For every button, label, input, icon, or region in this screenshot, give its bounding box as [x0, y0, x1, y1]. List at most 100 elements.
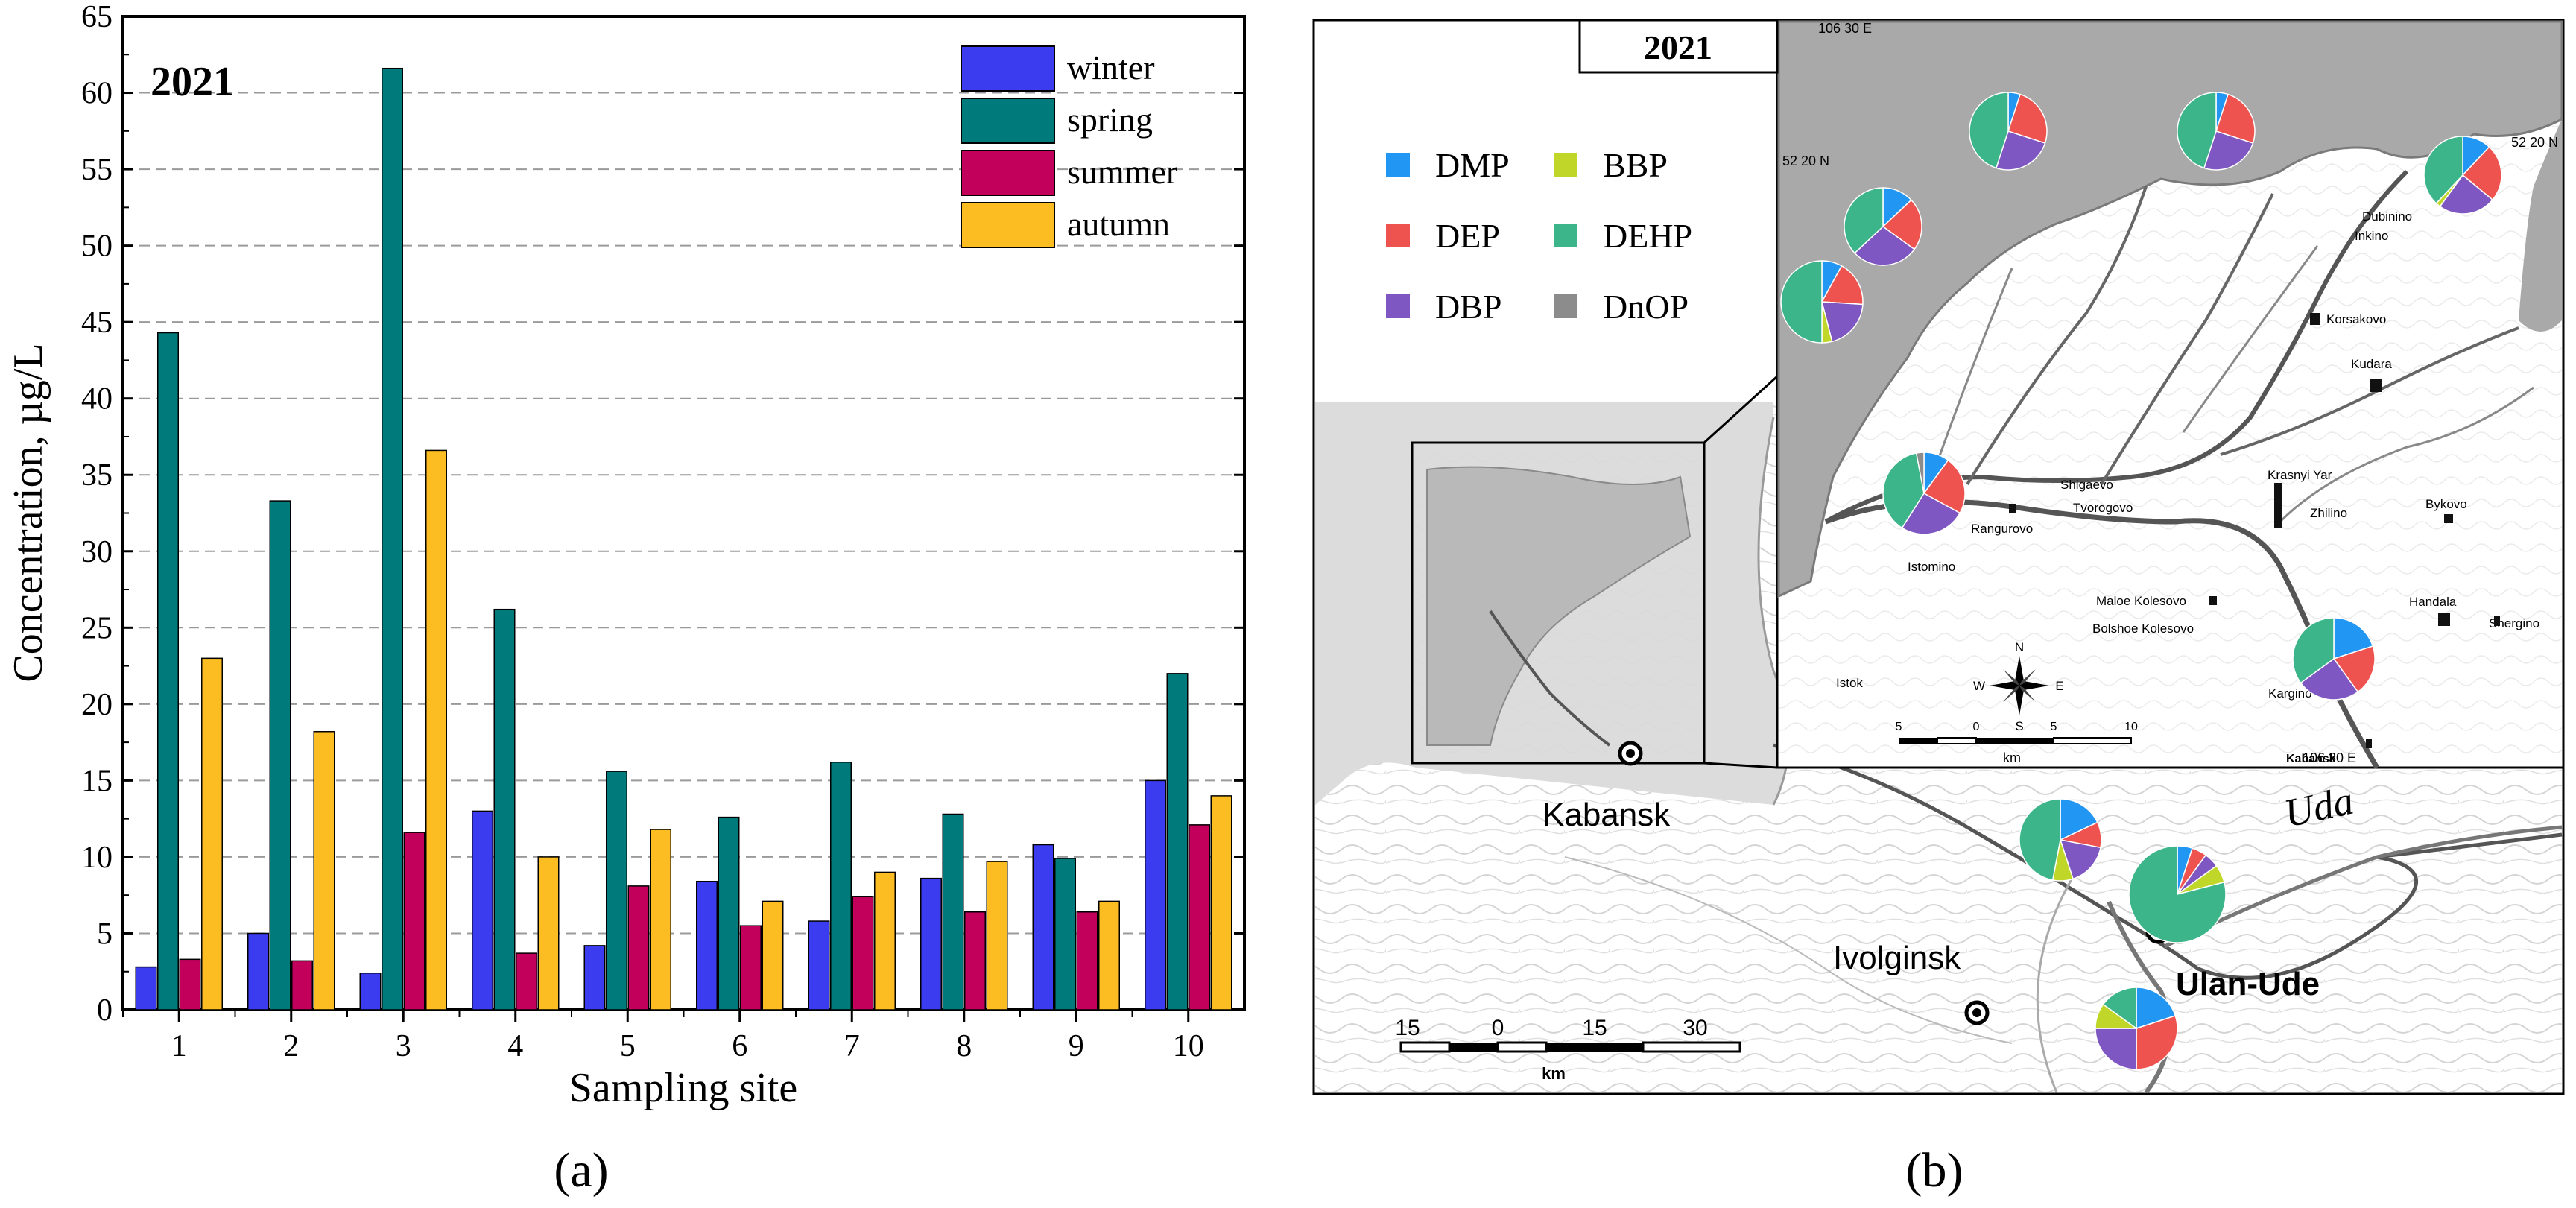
plot-area — [121, 15, 1246, 1011]
village-label: Kabansk — [2286, 753, 2336, 765]
pie-slice-dmp — [2136, 987, 2177, 1030]
pie-slice-dep — [2136, 1015, 2178, 1070]
village-label: Handala — [2409, 595, 2457, 609]
bar-autumn-site-2 — [313, 731, 335, 1011]
pie-slice-dbp — [1901, 493, 1961, 535]
connector-line — [1703, 375, 1779, 444]
legend-label-dehp: DEHP — [1603, 217, 1692, 255]
bar-spring-site-9 — [1054, 858, 1076, 1011]
bar-spring-site-5 — [606, 771, 627, 1011]
y-tick-label: 20 — [81, 688, 113, 722]
bar-spring-site-8 — [942, 813, 964, 1011]
scale-tick: 10 — [2124, 721, 2138, 733]
compass-label: S — [2015, 719, 2023, 733]
legend-label-winter: winter — [1067, 48, 1155, 86]
legend-swatch-summer — [961, 150, 1055, 196]
pie-slice-dehp — [2292, 617, 2335, 684]
y-tick-label: 55 — [81, 153, 113, 187]
pie-slice-dep — [2007, 93, 2048, 145]
village-label: Shergino — [2489, 616, 2539, 630]
coord-label: 52 20 N — [2511, 135, 2558, 150]
x-tick-label: 5 — [620, 1029, 636, 1063]
legend-label-dbp: DBP — [1435, 288, 1501, 326]
bar-autumn-site-6 — [762, 900, 784, 1011]
scale-tick: 0 — [1492, 1016, 1504, 1040]
y-tick-label: 40 — [81, 382, 113, 417]
pie-slice-dep — [2461, 146, 2502, 201]
scale-tick: 5 — [1896, 721, 1902, 733]
x-tick-label: 3 — [396, 1029, 411, 1063]
pie-site-c — [2423, 136, 2502, 215]
panel-b-label: (b) — [1906, 1143, 1963, 1198]
legend-swatch-dehp — [1554, 224, 1577, 247]
legend-label-autumn: autumn — [1067, 205, 1170, 243]
bar-winter-site-10 — [1145, 779, 1166, 1011]
pie-slice-dbp — [1995, 130, 2046, 171]
scale-tick: 15 — [1395, 1016, 1420, 1040]
x-tick-label: 10 — [1173, 1029, 1204, 1063]
y-axis-label: Concentration, µg/L — [5, 343, 51, 682]
y-tick-label: 25 — [81, 611, 113, 645]
year-box — [1578, 19, 1779, 74]
pie-slice-dbp — [2095, 1028, 2137, 1070]
pie-site-j — [2095, 987, 2178, 1070]
pie-site-b — [2177, 92, 2256, 171]
year-annotation: 2021 — [151, 59, 234, 105]
bar-summer-site-2 — [291, 960, 313, 1011]
bar-autumn-site-5 — [650, 829, 671, 1011]
bar-summer-site-5 — [627, 885, 650, 1011]
place-label: Kabansk — [1542, 797, 1671, 833]
connector-line — [1703, 762, 1778, 769]
scale-unit: km — [2003, 750, 2021, 765]
bar-spring-site-3 — [382, 67, 403, 1011]
bar-winter-site-3 — [359, 973, 382, 1011]
bar-summer-site-8 — [964, 911, 986, 1011]
x-axis-ticks: 1 2 3 4 5 6 7 8 9 10 — [122, 1010, 1204, 1063]
pie-slice-dehp — [2019, 798, 2061, 881]
y-tick-label: 15 — [81, 764, 113, 798]
legend-label-dep: DEP — [1435, 217, 1500, 255]
pie-site-i — [2128, 845, 2227, 943]
pie-slice-dehp — [2102, 987, 2137, 1030]
pie-site-a — [1969, 92, 2048, 171]
village-label: Tvorogovo — [2073, 501, 2133, 515]
village-label: Shigaevo — [2060, 478, 2113, 492]
compass-label: E — [2055, 679, 2063, 693]
pie-charts — [1780, 92, 2502, 1070]
x-tick-label: 9 — [1069, 1029, 1084, 1063]
pie-slice-dbp — [1854, 226, 1916, 266]
village-label: Krasnyi Yar — [2268, 468, 2332, 482]
x-tick-label: 4 — [507, 1029, 523, 1063]
pie-site-d — [1844, 187, 1922, 266]
legend-swatch-dep — [1386, 224, 1410, 247]
y-tick-label: 5 — [97, 917, 113, 951]
x-tick-label: 6 — [732, 1029, 747, 1063]
scale-unit: km — [1542, 1064, 1566, 1083]
bar-winter-site-8 — [920, 877, 942, 1011]
legend-swatch-winter — [961, 45, 1055, 92]
pie-slice-dehp — [2177, 92, 2217, 169]
village-label: Inkino — [2355, 229, 2388, 243]
y-tick-label: 65 — [81, 0, 113, 34]
year-header: 2021 — [1644, 28, 1712, 66]
x-axis-label: Sampling site — [569, 1065, 797, 1111]
place-label: Ulan-Ude — [2176, 966, 2320, 1002]
bar-autumn-site-7 — [874, 871, 896, 1011]
village-label: Istomino — [1908, 560, 1955, 574]
y-tick-label: 45 — [81, 306, 113, 340]
compass-label: W — [1973, 679, 1985, 693]
bar-summer-site-6 — [740, 925, 762, 1011]
scale-tick: 15 — [1582, 1016, 1607, 1040]
bar-autumn-site-8 — [986, 861, 1008, 1011]
legend-label-summer: summer — [1067, 153, 1177, 191]
pie-site-e — [1780, 260, 1864, 344]
legend-swatch-dbp — [1386, 294, 1410, 318]
legend-swatch-autumn — [961, 202, 1055, 248]
bar-winter-site-2 — [247, 932, 269, 1011]
village-label: Kudara — [2351, 357, 2392, 371]
pie-slice-dmp — [2060, 798, 2098, 841]
x-tick-label: 7 — [844, 1029, 860, 1063]
bar-summer-site-3 — [403, 832, 425, 1011]
bar-winter-site-5 — [583, 945, 606, 1011]
